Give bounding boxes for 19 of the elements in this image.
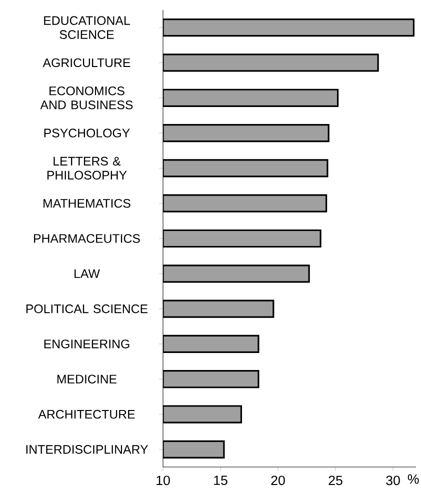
y-tick-label: ECONOMICS AND BUSINESS (40, 86, 133, 110)
x-axis-title: % (408, 474, 419, 484)
y-tick-label: AGRICULTURE (42, 58, 130, 68)
y-tick-label: POLITICAL SCIENCE (26, 304, 148, 314)
x-tick-label: 30 (386, 476, 400, 486)
y-tick-label: LETTERS & PHILOSOPHY (47, 156, 127, 180)
y-tick-label: ARCHITECTURE (38, 410, 135, 419)
y-tick-label: EDUCATIONAL SCIENCE (44, 16, 130, 39)
y-tick-label: MATHEMATICS (44, 198, 130, 208)
y-tick-label: PHARMACEUTICS (34, 234, 140, 243)
x-tick-label: 20 (271, 476, 285, 486)
y-tick-label: INTERDISCIPLINARY (26, 445, 148, 454)
y-tick-label: LAW (74, 269, 100, 278)
y-tick-label: ENGINEERING (44, 340, 130, 348)
y-tick-label: MEDICINE (57, 374, 117, 384)
y-tick-label: PSYCHOLOGY (44, 128, 130, 138)
x-tick-label: 15 (214, 476, 228, 486)
x-tick-label: 10 (156, 476, 170, 486)
x-tick-label: 25 (328, 476, 342, 486)
